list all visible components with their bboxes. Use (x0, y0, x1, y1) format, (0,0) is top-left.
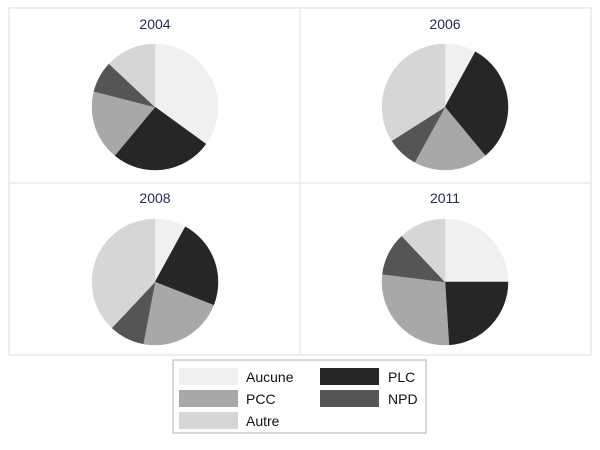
legend-swatch-autre (179, 412, 238, 429)
pie-slice-autre (108, 43, 156, 108)
legend-label-autre: Autre (246, 413, 280, 429)
panel-title: 2011 (430, 190, 460, 206)
pie-slice-pcc (142, 281, 214, 346)
pie-slice-pcc (381, 273, 450, 346)
pie-panel-2008: 2008 (91, 190, 219, 346)
pie-slice-autre (401, 218, 446, 283)
panel-title: 2008 (139, 190, 170, 206)
legend-label-pcc: PCC (246, 391, 276, 407)
pie-slice-aucune (154, 43, 219, 145)
pie-panel-2006: 2006 (381, 16, 509, 171)
pie-slice-pcc (414, 106, 486, 171)
pie-slice-autre (381, 43, 446, 142)
legend-label-plc: PLC (388, 369, 415, 385)
pie-slice-plc (444, 281, 509, 346)
pie-panel-2011: 2011 (381, 190, 509, 346)
legend: Aucune PLC PCC NPD Autre (179, 368, 418, 429)
panel-title: 2004 (139, 16, 170, 32)
pie-slice-plc (444, 51, 509, 156)
pie-slice-autre (91, 218, 156, 329)
legend-swatch-plc (320, 368, 379, 385)
pie-slice-aucune (444, 218, 509, 283)
pie-panels: 2004 2006 2008 2011 (91, 16, 509, 346)
legend-swatch-npd (320, 390, 379, 407)
pie-panel-2004: 2004 (91, 16, 219, 171)
legend-swatch-pcc (179, 390, 238, 407)
panel-title: 2006 (429, 16, 460, 32)
legend-label-aucune: Aucune (246, 369, 294, 385)
pie-slice-pcc (91, 91, 156, 156)
legend-label-npd: NPD (388, 391, 418, 407)
pie-slice-plc (114, 106, 207, 171)
pie-slice-plc (154, 226, 219, 306)
legend-swatch-aucune (179, 368, 238, 385)
